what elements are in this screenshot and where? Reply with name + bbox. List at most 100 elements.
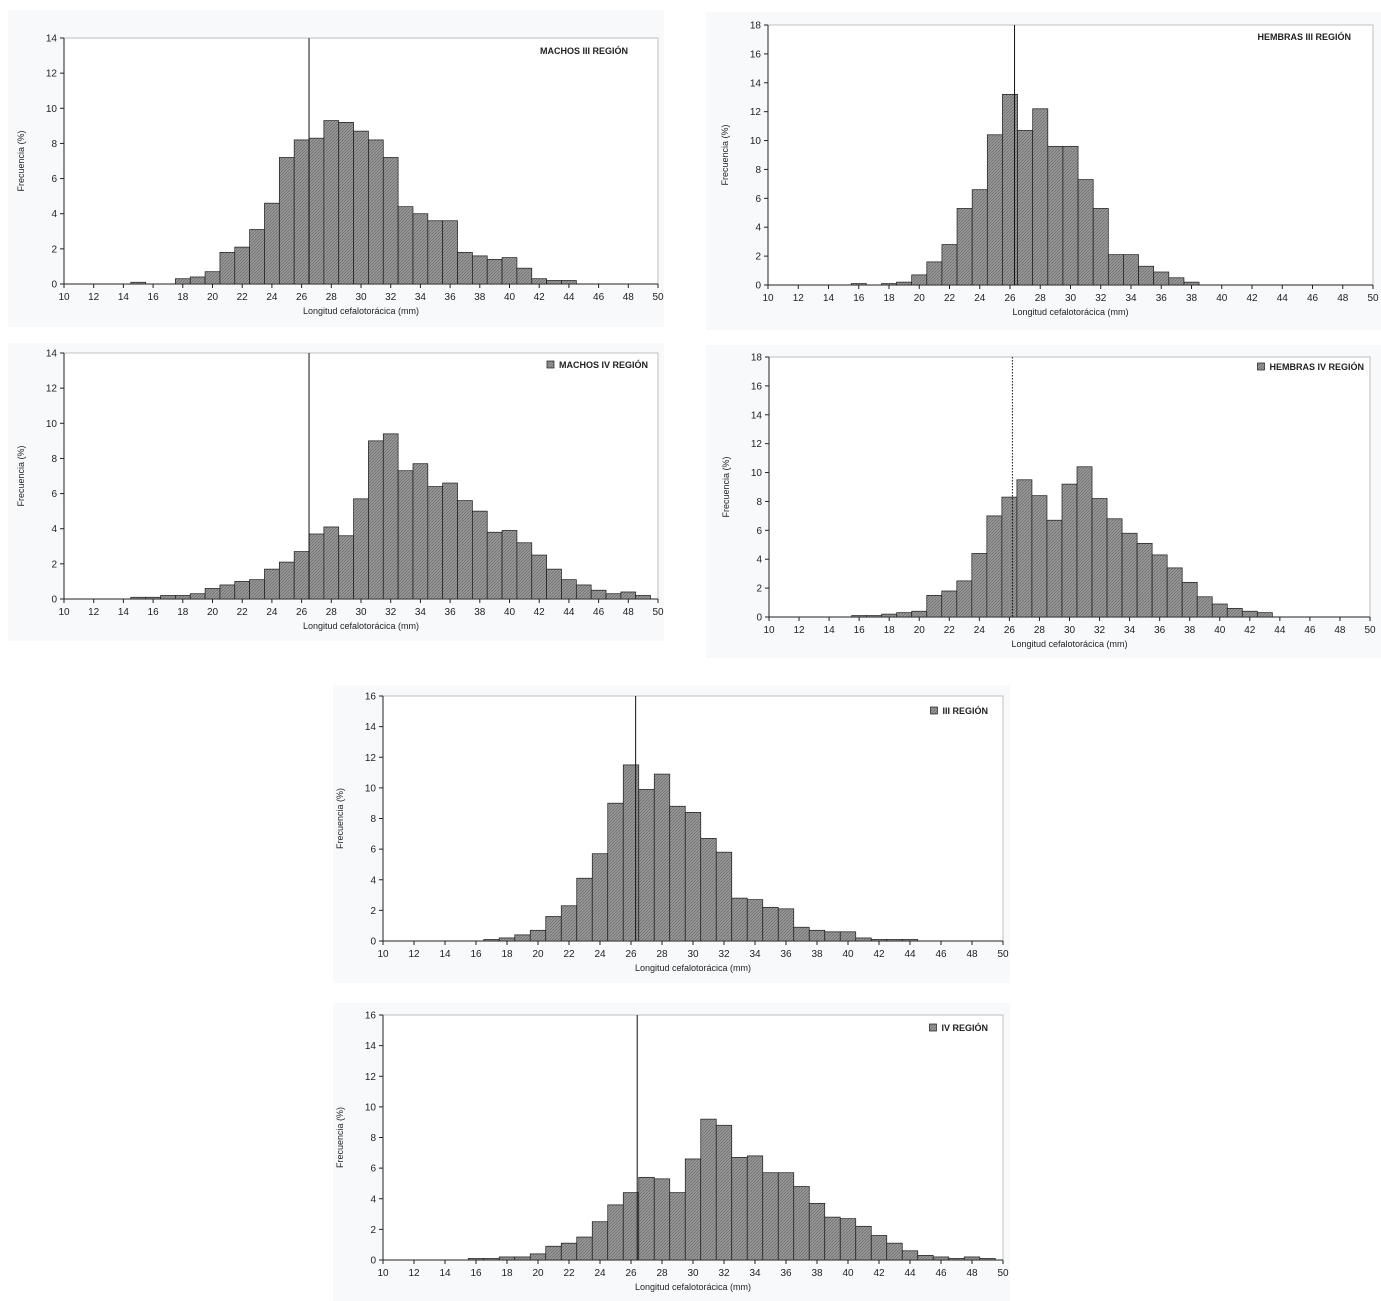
histogram-bar [1181,581,1198,618]
x-tick-label: 12 [88,607,100,618]
histogram-bar [762,906,779,942]
y-tick-label: 2 [51,559,57,570]
x-tick-label: 20 [532,1268,544,1279]
histogram-bar [1183,281,1200,286]
x-tick-label: 30 [1064,625,1076,636]
histogram-bar [901,939,919,942]
histogram-bar [1002,93,1018,286]
histogram-bar [531,554,547,600]
chart-machos-iii: 0 2 4 6 8 10 12 14 10 12 14 16 18 20 22 24 26 28 30 32 34 36 3… [8,10,664,327]
x-tick-label: 24 [974,625,986,636]
histogram-bar [546,280,562,285]
histogram-bar [941,244,958,286]
x-tick-label: 44 [1274,625,1286,636]
x-axis-label: Longitud cefalotorácica (mm) [635,963,751,973]
x-tick-label: 40 [842,949,854,960]
histogram-bar [1151,554,1168,618]
histogram-bar [457,252,473,285]
x-tick-label: 48 [1334,625,1346,636]
histogram-bar [427,486,444,600]
x-tick-label: 30 [1065,293,1077,304]
x-tick-label: 26 [625,949,637,960]
histogram-bar [1046,519,1063,618]
histogram-bar [870,1235,888,1261]
histogram-bar [189,593,206,600]
x-tick-label: 14 [824,625,836,636]
x-tick-label: 20 [914,293,926,304]
histogram-bar [514,1256,531,1261]
histogram-bar [715,1124,733,1261]
x-tick-label: 28 [1034,625,1046,636]
histogram-bar [1062,145,1079,286]
x-tick-label: 34 [415,607,427,618]
histogram-bar [249,229,265,285]
x-tick-label: 12 [793,293,805,304]
histogram-bar [382,433,399,600]
histogram-bar [264,202,280,285]
legend-label: MACHOS III REGIÓN [540,45,628,56]
x-tick-label: 20 [914,625,926,636]
chart-hembras-iii: 0 2 4 6 8 10 12 14 16 18 10 12 14 16 18 20 22 24 26 28 30 32 3… [706,12,1381,330]
y-tick-label: 14 [46,349,58,360]
histogram-bar [824,931,841,942]
x-tick-label: 22 [944,293,956,304]
histogram-bar [956,580,973,618]
x-tick-label: 32 [1095,293,1107,304]
histogram-bar [881,283,897,286]
histogram-bar [901,1250,919,1261]
histogram-bar [941,590,958,618]
x-tick-label: 48 [966,1268,978,1279]
x-tick-label: 18 [501,1268,513,1279]
histogram-bar [514,934,531,942]
histogram-bar [353,130,369,285]
y-tick-label: 2 [51,244,57,255]
histogram-bar [839,1218,857,1261]
x-tick-label: 46 [593,607,605,618]
y-axis-label: Frecuencia (%) [721,456,731,517]
histogram-bar [382,157,399,285]
x-tick-label: 42 [873,949,885,960]
histogram-bar [1123,254,1139,286]
x-tick-label: 24 [594,949,606,960]
histogram-bar [793,926,810,942]
x-tick-label: 40 [1214,625,1226,636]
x-tick-label: 46 [1307,293,1319,304]
y-tick-label: 6 [370,845,376,856]
histogram-bar [605,593,622,600]
y-tick-label: 14 [750,78,762,89]
x-tick-label: 10 [58,292,70,303]
histogram-bar [851,615,868,618]
x-tick-label: 36 [1156,293,1168,304]
bars [467,1118,996,1261]
histogram-bar [175,595,191,600]
histogram-bar [866,615,883,618]
x-tick-label: 44 [904,1268,916,1279]
bars [130,433,651,600]
x-tick-label: 28 [656,1268,668,1279]
histogram-bar [516,542,533,600]
histogram-bar [278,561,295,600]
x-tick-label: 26 [1004,625,1016,636]
y-tick-label: 14 [46,34,58,45]
x-tick-label: 34 [749,1268,761,1279]
histogram-bar [635,595,651,600]
histogram-bar [653,1178,671,1261]
y-tick-label: 0 [370,937,376,948]
histogram-bar [839,931,857,942]
histogram-bar [1226,607,1243,618]
histogram-bar [516,267,533,285]
y-tick-label: 4 [51,524,57,535]
histogram-bar [219,584,236,600]
x-tick-label: 44 [563,607,575,618]
chart-iii-region: 0 2 4 6 8 10 12 14 16 10 12 14 16 18 20 22 24 26 28 30 32 34 3… [333,685,1010,983]
y-tick-label: 12 [46,69,58,80]
histogram-bar [1061,483,1078,618]
x-tick-label: 32 [718,949,730,960]
x-tick-label: 16 [853,293,865,304]
histogram-bar [638,789,655,942]
y-tick-label: 12 [365,753,377,764]
chart-machos-iv: 0 2 4 6 8 10 12 14 10 12 14 16 18 20 22 24 26 28 30 32 34 36 3… [8,343,664,641]
histogram-bar [850,283,867,286]
